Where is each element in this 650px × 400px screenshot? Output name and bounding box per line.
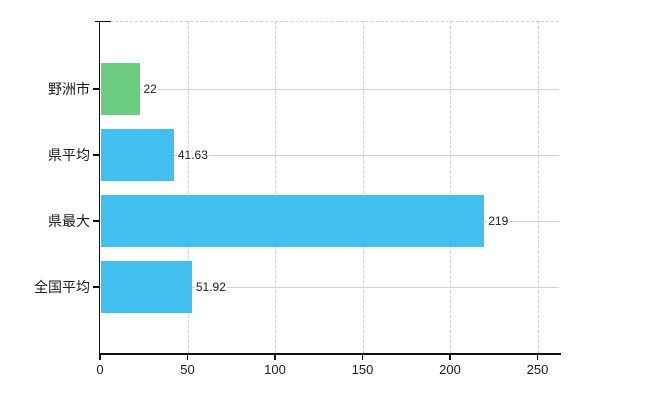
plot-top-border (100, 21, 559, 22)
bar-value-label: 219 (487, 214, 510, 228)
bar-value-label: 51.92 (194, 280, 227, 294)
x-tick-mark (274, 355, 276, 360)
vertical-gridline (362, 21, 364, 353)
y-tick-mark (93, 88, 100, 90)
bar-県平均 (101, 129, 174, 181)
bar-野洲市 (101, 63, 140, 115)
x-tick-label: 250 (526, 362, 549, 377)
x-axis-line (98, 353, 561, 355)
x-tick-label: 0 (96, 362, 104, 377)
x-tick-label: 200 (439, 362, 461, 377)
vertical-gridline (450, 21, 451, 353)
horizontal-gridline (100, 286, 559, 288)
y-tick-mark (93, 154, 100, 156)
x-tick-label: 100 (264, 362, 286, 377)
y-tick-mark (93, 220, 100, 222)
y-tick-mark (93, 286, 100, 288)
y-axis-top-cap (95, 20, 111, 22)
vertical-gridline (537, 21, 539, 353)
bar-県最大 (101, 195, 485, 247)
horizontal-gridline (100, 154, 559, 156)
bar-全国平均 (101, 261, 192, 313)
vertical-gridline (187, 21, 189, 353)
category-label: 県平均 (48, 147, 90, 163)
x-tick-mark (361, 355, 364, 360)
bar-value-label: 41.63 (176, 148, 209, 162)
x-tick-mark (99, 355, 101, 360)
bar-value-label: 22 (142, 82, 158, 96)
x-tick-label: 50 (180, 362, 195, 377)
x-tick-mark (536, 355, 539, 360)
category-label: 県最大 (48, 213, 90, 229)
category-label: 野洲市 (48, 81, 90, 97)
category-label: 全国平均 (34, 279, 90, 295)
horizontal-gridline (100, 88, 559, 90)
vertical-gridline (275, 21, 276, 353)
x-tick-mark (449, 355, 451, 360)
x-tick-mark (186, 355, 189, 360)
x-tick-label: 150 (351, 362, 374, 377)
y-axis-line (98, 21, 100, 353)
